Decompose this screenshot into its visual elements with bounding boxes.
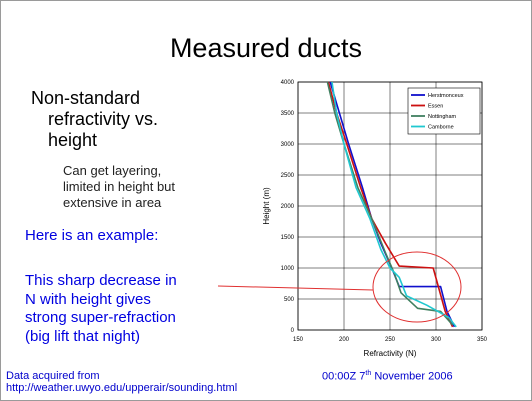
slide-title: Measured ducts — [169, 33, 363, 63]
data-source: Data acquired from http://weather.uwyo.e… — [6, 370, 237, 394]
y-tick-label: 4000 — [281, 80, 295, 86]
x-tick-label: 150 — [293, 337, 304, 343]
y-tick-label: 0 — [291, 328, 295, 334]
legend-entry: Herstmonceux — [428, 93, 464, 99]
bullet-line: refractivity vs. — [48, 109, 159, 129]
y-tick-label: 1000 — [281, 266, 295, 272]
annotation-text: This sharp decrease in N with height giv… — [25, 272, 240, 346]
x-axis-label: Refractivity (N) — [364, 349, 417, 358]
annotation-line: strong super-refraction — [25, 309, 176, 326]
sub-line: extensive in area — [63, 195, 162, 210]
x-tick-label: 350 — [477, 337, 488, 343]
x-tick-label: 250 — [385, 337, 396, 343]
y-tick-label: 2000 — [281, 204, 295, 210]
sounding-date: 00:00Z 7th November 2006 — [322, 370, 453, 383]
annotation-line: This sharp decrease in — [25, 272, 177, 289]
legend-entry: Essen — [428, 104, 443, 110]
y-tick-label: 1500 — [281, 235, 295, 241]
x-tick-label: 300 — [431, 337, 442, 343]
sub-bullet: Can get layering, limited in height but … — [63, 163, 253, 211]
date-rest: November 2006 — [371, 370, 453, 383]
y-tick-label: 2500 — [281, 173, 295, 179]
y-axis-label: Height (m) — [262, 187, 271, 225]
sub-line: Can get layering, — [63, 163, 162, 178]
legend-entry: Nottingham — [428, 114, 457, 120]
date-prefix: 00:00Z 7 — [322, 370, 366, 383]
example-heading: Here is an example: — [25, 227, 159, 244]
x-tick-label: 200 — [339, 337, 350, 343]
y-tick-label: 3000 — [281, 142, 295, 148]
date-suffix-sup: th — [365, 370, 372, 377]
sub-line: limited in height but — [63, 179, 176, 194]
y-tick-label: 3500 — [281, 111, 295, 117]
main-bullet: Non-standard refractivity vs. height — [31, 88, 221, 151]
highlight-ellipse — [372, 251, 462, 323]
bullet-line: height — [48, 130, 98, 150]
y-tick-label: 500 — [284, 297, 295, 303]
annotation-line: (big lift that night) — [25, 327, 141, 345]
legend-entry: Camborne — [428, 125, 454, 131]
bullet-line: Non-standard — [31, 88, 141, 108]
annotation-line: N with height gives — [25, 290, 151, 308]
series-line-camborne — [331, 81, 457, 328]
source-url[interactable]: http://weather.uwyo.edu/upperair/soundin… — [6, 382, 238, 394]
annotation-pointer-line — [217, 285, 374, 291]
source-label: Data acquired from — [6, 370, 100, 382]
series-line-essen — [327, 81, 454, 328]
